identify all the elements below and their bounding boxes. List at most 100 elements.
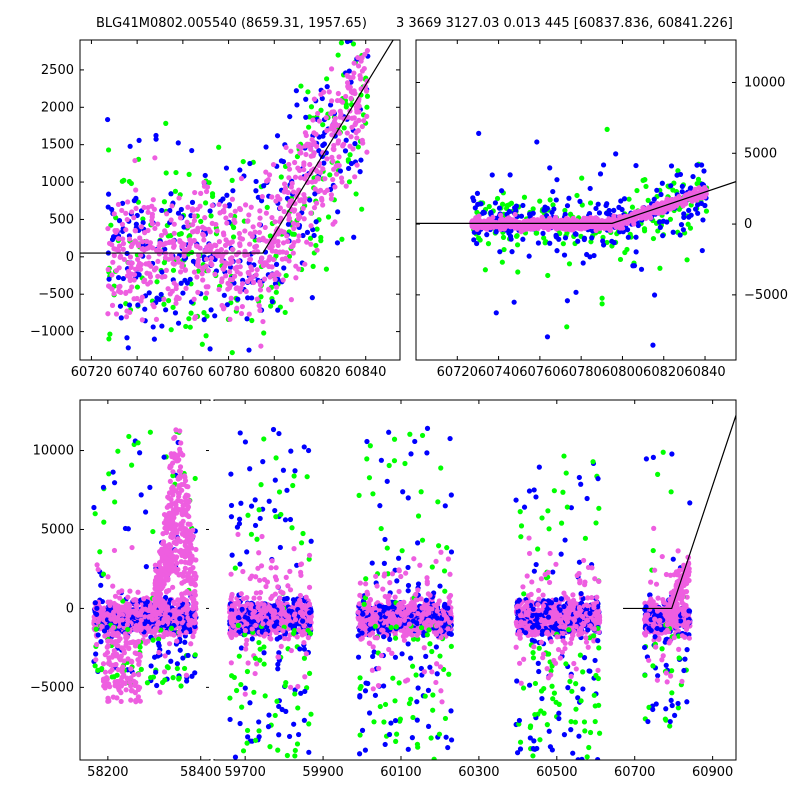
data-point-green — [144, 680, 151, 686]
data-point-magenta — [277, 196, 283, 202]
data-point-magenta — [528, 226, 534, 232]
data-point-magenta — [223, 249, 229, 255]
data-point-green — [106, 471, 112, 477]
data-point-blue — [589, 235, 595, 241]
data-point-magenta — [138, 617, 144, 623]
data-point-blue — [263, 144, 269, 150]
data-point-magenta — [156, 649, 162, 656]
x-tick-label: 60820 — [643, 365, 684, 380]
data-point-magenta — [119, 221, 126, 227]
data-point-magenta — [110, 583, 116, 589]
data-point-magenta — [194, 262, 201, 268]
data-point-magenta — [99, 611, 105, 617]
data-point-magenta — [153, 247, 160, 254]
data-point-magenta — [184, 483, 190, 490]
data-point-green — [587, 200, 594, 206]
data-point-green — [186, 171, 192, 177]
data-point-magenta — [193, 600, 199, 607]
data-point-blue — [358, 157, 364, 163]
data-point-blue — [182, 639, 188, 645]
data-point-magenta — [120, 664, 126, 670]
data-point-magenta — [168, 531, 175, 537]
data-point-green — [695, 176, 702, 182]
data-point-blue — [658, 191, 664, 198]
data-point-blue — [119, 200, 126, 206]
data-point-green — [174, 665, 180, 672]
data-point-blue — [508, 228, 514, 234]
data-point-green — [703, 208, 710, 214]
data-point-blue — [116, 218, 123, 224]
data-point-magenta — [170, 240, 176, 246]
data-point-magenta — [107, 602, 113, 608]
data-point-green — [626, 196, 632, 202]
data-point-magenta — [162, 255, 169, 261]
data-point-green — [92, 511, 98, 517]
data-point-green — [338, 40, 345, 46]
data-point-magenta — [212, 271, 218, 277]
data-point-magenta — [131, 597, 137, 603]
data-point-magenta — [168, 543, 174, 550]
data-point-blue — [603, 210, 610, 216]
data-point-blue — [526, 253, 532, 259]
data-point-magenta — [276, 271, 282, 278]
data-point-magenta — [183, 285, 189, 291]
data-point-magenta — [95, 619, 101, 625]
data-point-blue — [269, 298, 275, 305]
data-point-blue — [547, 240, 553, 246]
data-point-blue — [184, 280, 190, 286]
data-point-magenta — [275, 242, 281, 249]
data-point-magenta — [192, 314, 199, 320]
data-point-blue — [273, 261, 280, 267]
data-point-magenta — [228, 295, 234, 301]
data-point-magenta — [229, 255, 235, 261]
data-point-magenta — [173, 488, 179, 494]
data-point-magenta — [123, 314, 130, 320]
data-point-magenta — [269, 214, 275, 221]
data-point-magenta — [111, 600, 117, 607]
data-point-blue — [138, 492, 144, 498]
data-point-green — [567, 211, 574, 217]
data-point-blue — [319, 95, 325, 102]
data-point-magenta — [619, 225, 626, 231]
data-point-blue — [187, 276, 193, 282]
data-point-magenta — [179, 487, 185, 493]
data-point-magenta — [237, 206, 244, 213]
data-point-magenta — [582, 222, 588, 229]
data-point-magenta — [101, 683, 107, 689]
data-point-blue — [178, 280, 184, 286]
data-point-magenta — [245, 278, 251, 285]
data-point-magenta — [288, 297, 294, 303]
data-point-blue — [186, 626, 193, 632]
data-point-green — [308, 104, 315, 110]
data-point-green — [298, 83, 304, 89]
data-point-blue — [275, 307, 281, 313]
data-point-magenta — [227, 282, 233, 289]
data-point-magenta — [238, 310, 245, 317]
data-point-magenta — [265, 177, 271, 183]
data-point-blue — [202, 172, 208, 179]
data-point-magenta — [244, 218, 251, 224]
data-point-magenta — [124, 216, 130, 223]
data-point-magenta — [307, 161, 313, 168]
data-point-blue — [506, 208, 512, 215]
y-tick-label: −500 — [38, 287, 74, 302]
data-point-magenta — [166, 495, 172, 501]
data-point-magenta — [199, 271, 205, 277]
data-point-green — [347, 152, 353, 158]
data-point-magenta — [174, 294, 180, 300]
data-point-green — [126, 433, 132, 440]
data-point-green — [165, 298, 172, 304]
data-point-blue — [542, 204, 548, 210]
data-point-magenta — [111, 614, 117, 620]
data-point-green — [170, 304, 176, 310]
data-point-blue — [110, 234, 117, 240]
data-point-blue — [350, 30, 355, 35]
data-point-magenta — [112, 593, 119, 599]
data-point-magenta — [191, 217, 198, 224]
data-point-magenta — [266, 287, 272, 293]
data-point-blue — [105, 191, 112, 197]
data-point-blue — [544, 334, 551, 340]
data-point-blue — [348, 160, 355, 167]
data-point-magenta — [165, 619, 171, 625]
